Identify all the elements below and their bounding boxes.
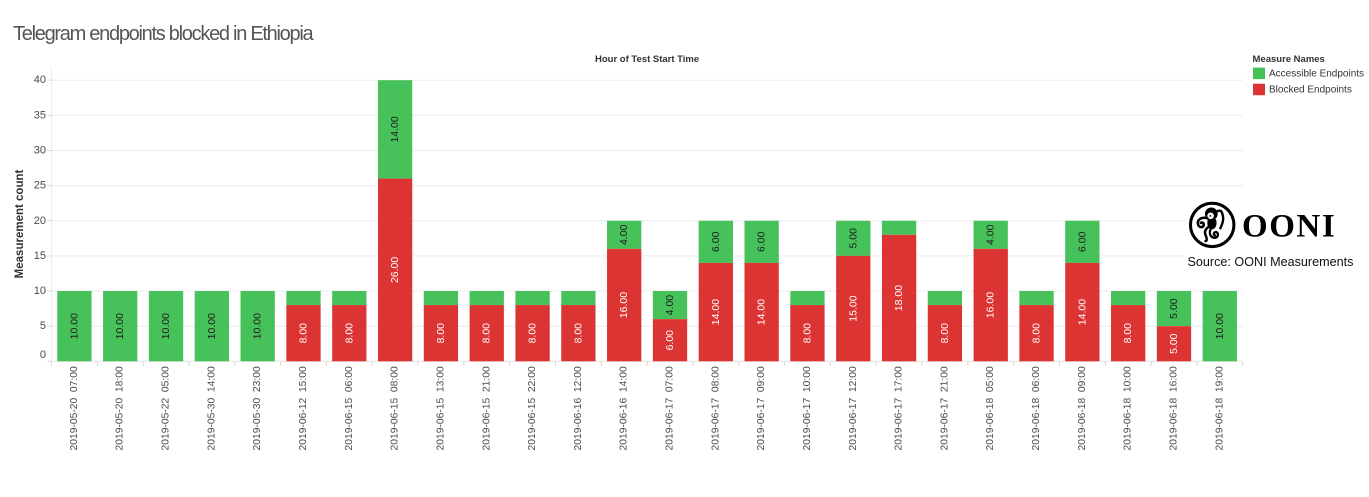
svg-text:2019-05-20 18:00: 2019-05-20 18:00 bbox=[115, 366, 126, 450]
svg-text:2019-05-30 23:00: 2019-05-30 23:00 bbox=[252, 366, 263, 450]
svg-text:2019-05-22 05:00: 2019-05-22 05:00 bbox=[161, 366, 172, 450]
svg-text:2019-06-15 22:00: 2019-06-15 22:00 bbox=[527, 366, 538, 450]
svg-text:6.00: 6.00 bbox=[1076, 231, 1088, 252]
svg-text:5.00: 5.00 bbox=[847, 228, 859, 249]
svg-text:10.00: 10.00 bbox=[68, 313, 80, 339]
svg-text:8.00: 8.00 bbox=[939, 323, 951, 344]
svg-text:18.00: 18.00 bbox=[893, 285, 905, 311]
svg-text:2019-06-17 10:00: 2019-06-17 10:00 bbox=[802, 366, 813, 450]
svg-text:2019-06-18 05:00: 2019-06-18 05:00 bbox=[985, 366, 996, 450]
svg-text:16.00: 16.00 bbox=[618, 292, 630, 318]
svg-text:10.00: 10.00 bbox=[1214, 313, 1226, 339]
svg-text:2019-06-16 12:00: 2019-06-16 12:00 bbox=[573, 366, 584, 450]
svg-text:6.00: 6.00 bbox=[710, 231, 722, 252]
svg-text:2019-06-16 14:00: 2019-06-16 14:00 bbox=[619, 366, 630, 450]
svg-text:2019-06-18 10:00: 2019-06-18 10:00 bbox=[1123, 366, 1134, 450]
svg-text:10.00: 10.00 bbox=[114, 313, 126, 339]
svg-text:8.00: 8.00 bbox=[802, 323, 814, 344]
svg-text:2019-05-20 07:00: 2019-05-20 07:00 bbox=[69, 366, 80, 450]
svg-text:10.00: 10.00 bbox=[252, 313, 264, 339]
svg-text:6.00: 6.00 bbox=[664, 330, 676, 351]
svg-text:Hour of Test Start Time: Hour of Test Start Time bbox=[595, 54, 699, 65]
svg-text:8.00: 8.00 bbox=[572, 323, 584, 344]
svg-text:2019-06-18 09:00: 2019-06-18 09:00 bbox=[1077, 366, 1088, 450]
svg-text:0: 0 bbox=[40, 349, 46, 361]
svg-text:2019-06-15 21:00: 2019-06-15 21:00 bbox=[481, 366, 492, 450]
svg-text:Measure Names: Measure Names bbox=[1253, 54, 1325, 65]
svg-text:6.00: 6.00 bbox=[756, 231, 768, 252]
svg-text:25: 25 bbox=[34, 180, 46, 192]
svg-text:2019-06-17 21:00: 2019-06-17 21:00 bbox=[939, 366, 950, 450]
svg-text:Blocked Endpoints: Blocked Endpoints bbox=[1269, 85, 1352, 96]
svg-text:2019-06-15 06:00: 2019-06-15 06:00 bbox=[344, 366, 355, 450]
svg-text:2019-06-18 19:00: 2019-06-18 19:00 bbox=[1214, 366, 1225, 450]
svg-text:14.00: 14.00 bbox=[1076, 299, 1088, 325]
svg-text:5.00: 5.00 bbox=[1168, 298, 1180, 319]
svg-text:40: 40 bbox=[34, 74, 46, 86]
svg-text:2019-06-17 17:00: 2019-06-17 17:00 bbox=[894, 366, 905, 450]
svg-text:2019-06-15 13:00: 2019-06-15 13:00 bbox=[435, 366, 446, 450]
svg-text:5.00: 5.00 bbox=[1168, 333, 1180, 354]
svg-text:Source: OONI Measurements: Source: OONI Measurements bbox=[1188, 255, 1354, 269]
svg-text:4.00: 4.00 bbox=[985, 224, 997, 245]
svg-text:2019-06-18 16:00: 2019-06-18 16:00 bbox=[1168, 366, 1179, 450]
svg-text:26.00: 26.00 bbox=[389, 257, 401, 283]
svg-text:Measurement count: Measurement count bbox=[14, 170, 26, 279]
svg-text:10.00: 10.00 bbox=[206, 313, 218, 339]
svg-text:4.00: 4.00 bbox=[664, 295, 676, 316]
svg-text:8.00: 8.00 bbox=[1122, 323, 1134, 344]
svg-text:4.00: 4.00 bbox=[618, 224, 630, 245]
svg-text:14.00: 14.00 bbox=[389, 116, 401, 142]
svg-text:8.00: 8.00 bbox=[481, 323, 493, 344]
svg-text:30: 30 bbox=[34, 145, 46, 157]
svg-text:8.00: 8.00 bbox=[343, 323, 355, 344]
svg-text:8.00: 8.00 bbox=[527, 323, 539, 344]
svg-text:14.00: 14.00 bbox=[710, 299, 722, 325]
svg-text:15: 15 bbox=[34, 250, 46, 262]
svg-text:20: 20 bbox=[34, 215, 46, 227]
svg-text:2019-06-17 12:00: 2019-06-17 12:00 bbox=[848, 366, 859, 450]
svg-text:2019-06-12 15:00: 2019-06-12 15:00 bbox=[298, 366, 309, 450]
svg-text:2019-06-15 08:00: 2019-06-15 08:00 bbox=[390, 366, 401, 450]
svg-text:8.00: 8.00 bbox=[435, 323, 447, 344]
svg-text:Telegram endpoints blocked in: Telegram endpoints blocked in Ethiopia bbox=[13, 23, 315, 45]
svg-text:35: 35 bbox=[34, 109, 46, 121]
svg-text:14.00: 14.00 bbox=[756, 299, 768, 325]
svg-text:10.00: 10.00 bbox=[160, 313, 172, 339]
svg-text:2019-06-17 09:00: 2019-06-17 09:00 bbox=[756, 366, 767, 450]
svg-text:2019-05-30 14:00: 2019-05-30 14:00 bbox=[206, 366, 217, 450]
svg-text:Accessible Endpoints: Accessible Endpoints bbox=[1269, 69, 1364, 80]
svg-text:OONI: OONI bbox=[1242, 209, 1336, 245]
svg-text:10: 10 bbox=[34, 285, 46, 297]
svg-text:2019-06-18 06:00: 2019-06-18 06:00 bbox=[1031, 366, 1042, 450]
svg-text:8.00: 8.00 bbox=[1031, 323, 1043, 344]
svg-text:15.00: 15.00 bbox=[847, 295, 859, 321]
svg-text:8.00: 8.00 bbox=[298, 323, 310, 344]
svg-text:2019-06-17 07:00: 2019-06-17 07:00 bbox=[665, 366, 676, 450]
svg-text:5: 5 bbox=[40, 320, 46, 332]
svg-text:16.00: 16.00 bbox=[985, 292, 997, 318]
svg-text:2019-06-17 08:00: 2019-06-17 08:00 bbox=[710, 366, 721, 450]
